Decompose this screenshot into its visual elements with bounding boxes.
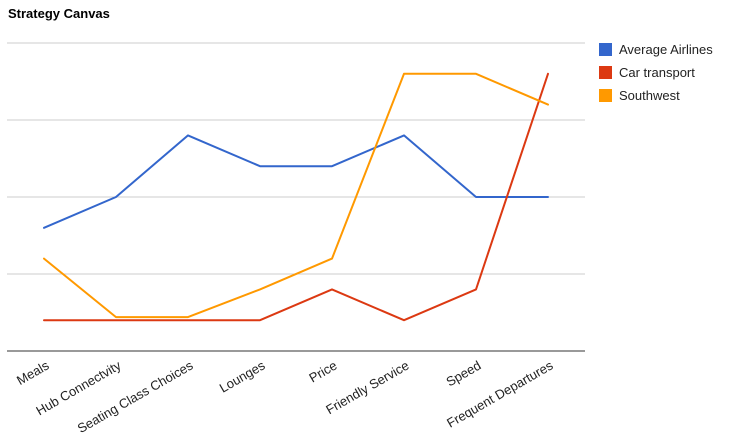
series-line-average-airlines [43, 134, 549, 229]
legend: Average Airlines Car transport Southwest [599, 42, 713, 103]
chart-title: Strategy Canvas [8, 6, 110, 21]
x-tick-label: Price [306, 358, 339, 386]
gridlines [7, 42, 585, 275]
x-tick-label: Speed [443, 358, 483, 390]
legend-label: Southwest [619, 88, 680, 103]
series-line-southwest [43, 72, 549, 319]
series-lines [43, 72, 549, 322]
series-line-car-transport [43, 72, 549, 322]
legend-swatch [599, 43, 612, 56]
legend-swatch [599, 89, 612, 102]
x-tick-label: Lounges [217, 357, 268, 395]
legend-label: Average Airlines [619, 42, 713, 57]
x-tick-label: Meals [14, 357, 52, 388]
legend-swatch [599, 66, 612, 79]
legend-label: Car transport [619, 65, 695, 80]
x-tick-label: Seating Class Choices [75, 357, 196, 436]
